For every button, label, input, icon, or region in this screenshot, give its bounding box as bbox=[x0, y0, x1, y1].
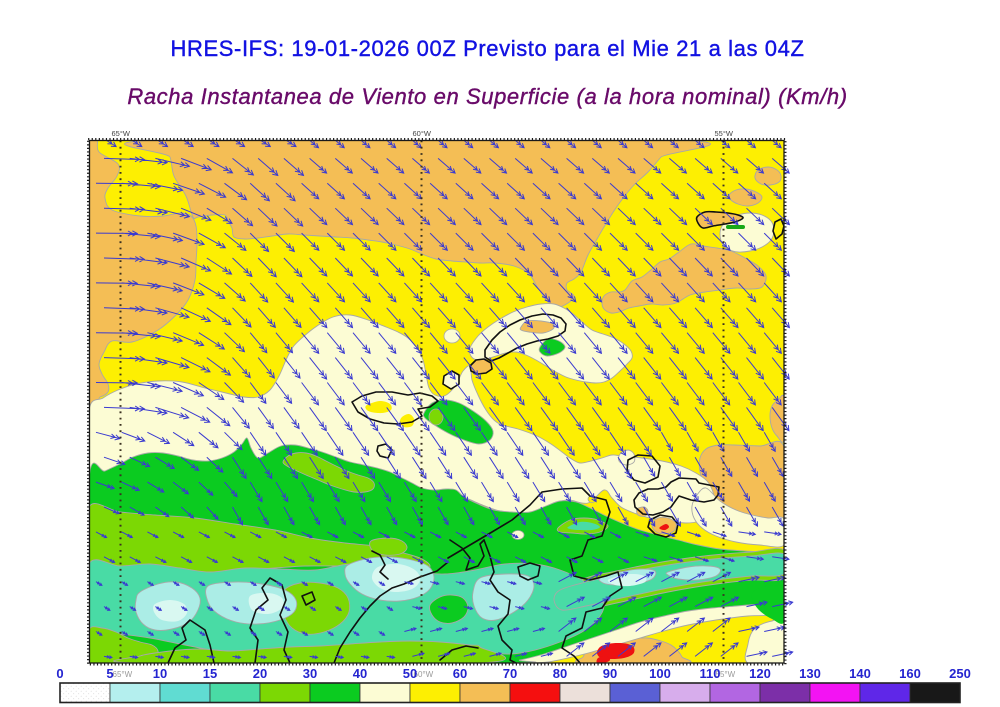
svg-text:70: 70 bbox=[503, 666, 517, 681]
svg-text:130: 130 bbox=[799, 666, 821, 681]
svg-text:30: 30 bbox=[303, 666, 317, 681]
svg-text:40: 40 bbox=[353, 666, 367, 681]
svg-text:55°W: 55°W bbox=[716, 670, 736, 679]
svg-text:80: 80 bbox=[553, 666, 567, 681]
svg-text:65°W: 65°W bbox=[112, 129, 131, 138]
svg-text:50: 50 bbox=[403, 666, 417, 681]
svg-text:5: 5 bbox=[106, 666, 113, 681]
svg-text:60°W: 60°W bbox=[414, 670, 434, 679]
svg-text:160: 160 bbox=[899, 666, 921, 681]
svg-text:110: 110 bbox=[700, 666, 721, 681]
svg-text:20: 20 bbox=[253, 666, 267, 681]
svg-text:250: 250 bbox=[949, 666, 971, 681]
svg-text:60: 60 bbox=[453, 666, 467, 681]
svg-text:15: 15 bbox=[203, 666, 217, 681]
svg-text:10: 10 bbox=[153, 666, 167, 681]
svg-text:120: 120 bbox=[749, 666, 771, 681]
svg-text:90: 90 bbox=[603, 666, 617, 681]
svg-text:0: 0 bbox=[56, 666, 63, 681]
svg-text:100: 100 bbox=[649, 666, 671, 681]
svg-text:140: 140 bbox=[849, 666, 871, 681]
svg-text:60°W: 60°W bbox=[413, 129, 432, 138]
svg-text:65°W: 65°W bbox=[113, 670, 133, 679]
svg-text:55°W: 55°W bbox=[715, 129, 734, 138]
